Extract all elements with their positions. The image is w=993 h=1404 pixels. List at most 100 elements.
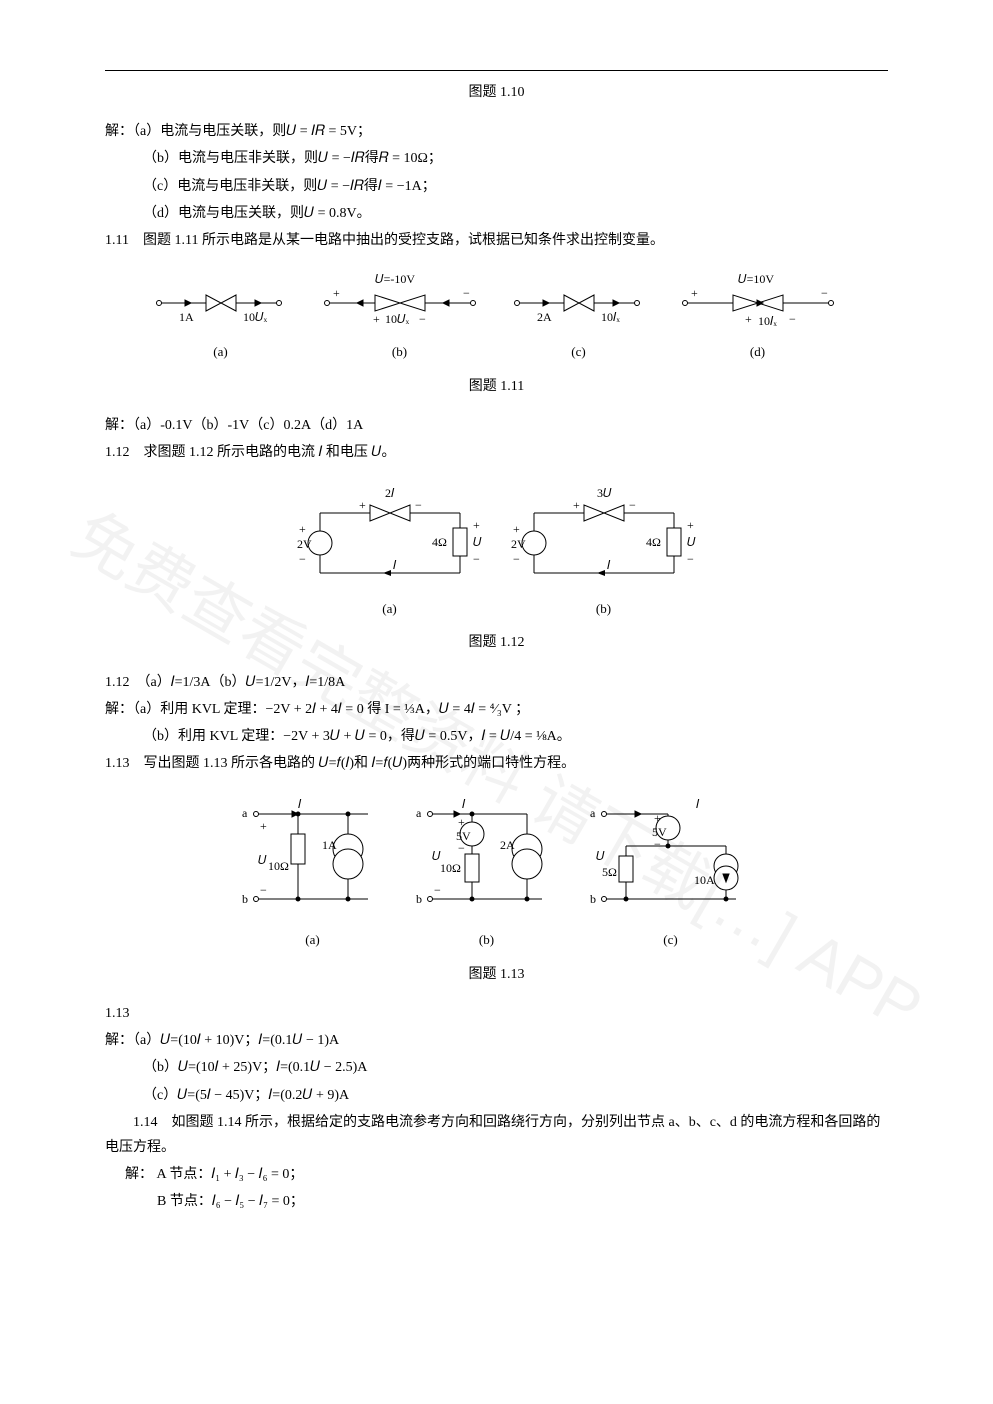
svg-text:+: +: [458, 815, 465, 829]
fig111-b-label: (b): [392, 340, 407, 363]
svg-text:−: −: [654, 837, 661, 851]
fig113-c: a 𝐼 + 5V − 5Ω 𝑈 10A b (c): [586, 794, 756, 951]
fig110-caption: 图题 1.10: [105, 80, 888, 105]
fig112-a-i: 𝐼: [393, 558, 397, 572]
fig113-a: a 𝐼 + 10Ω 𝑈 1A − b (a): [238, 794, 388, 951]
fig113-c-r: 5Ω: [602, 865, 617, 879]
svg-text:+: +: [691, 286, 698, 300]
fig112-a-v: 2V: [297, 537, 312, 551]
fig113-c-U: 𝑈: [596, 849, 605, 863]
svg-text:−: −: [260, 883, 267, 897]
fig113-b: a 𝐼 + 5V − 10Ω 𝑈 2A − b (b): [412, 794, 562, 951]
q-111: 1.11 图题 1.11 所示电路是从某一电路中抽出的受控支路，试根据已知条件求…: [105, 228, 888, 253]
q-112: 1.12 求图题 1.12 所示电路的电流 𝐼 和电压 𝑈。: [105, 440, 888, 465]
svg-text:−: −: [789, 312, 796, 326]
fig111-d-label: (d): [750, 340, 765, 363]
fig112-b-r: 4Ω: [646, 535, 661, 549]
fig113-a-I: 𝐼: [298, 797, 302, 811]
figure-113: a 𝐼 + 10Ω 𝑈 1A − b (a): [105, 794, 888, 951]
svg-text:−: −: [821, 286, 828, 300]
fig111-d-top: 𝑈=10V: [738, 272, 774, 286]
fig111-c-current: 2A: [537, 310, 552, 324]
fig111-d: 𝑈=10V + − + 10𝐼ₓ − (d): [673, 271, 843, 363]
fig113-a-label: (a): [305, 928, 319, 951]
fig111-caption: 图题 1.11: [105, 374, 888, 399]
svg-text:+: +: [333, 286, 340, 300]
svg-text:−: −: [458, 841, 465, 855]
svg-text:−: −: [415, 498, 422, 512]
sol-112-a: 解：（a）利用 KVL 定理：−2V + 2𝐼 + 4𝐼 = 0 得 I = ⅓…: [105, 697, 888, 722]
svg-text:+: +: [513, 522, 520, 536]
q-114: 1.14 如图题 1.14 所示，根据给定的支路电流参考方向和回路绕行方向，分别…: [105, 1110, 888, 1160]
fig112-caption: 图题 1.12: [105, 630, 888, 655]
fig113-b-r: 10Ω: [440, 861, 461, 875]
sol-110-b: （b）电流与电压非关联，则𝑈 = −𝐼𝑅得𝑅 = 10Ω；: [105, 146, 888, 171]
fig112-b-top: 3𝑈: [597, 486, 612, 500]
fig113-c-terma: a: [590, 806, 596, 820]
fig112-b: 3𝑈 + − + 2V − 4Ω + 𝑈 − 𝐼 (b): [509, 483, 699, 620]
svg-text:−: −: [473, 552, 480, 566]
q-113: 1.13 写出图题 1.13 所示各电路的 𝑈=𝑓(𝐼)和 𝐼=𝑓(𝑈)两种形式…: [105, 751, 888, 776]
svg-text:−: −: [687, 552, 694, 566]
fig111-a-current: 1A: [179, 310, 194, 324]
fig113-c-label: (c): [663, 928, 677, 951]
svg-text:−: −: [434, 883, 441, 897]
fig113-a-termb: b: [242, 892, 248, 906]
fig113-b-isrc: 2A: [500, 838, 515, 852]
fig113-b-I: 𝐼: [462, 797, 466, 811]
fig111-a-source: 10𝑈ₓ: [243, 310, 268, 324]
sol-114-a: 解： A 节点：𝐼₁ + 𝐼₃ − 𝐼₆ = 0；: [105, 1162, 888, 1187]
svg-text:+: +: [299, 522, 306, 536]
svg-text:+: +: [260, 819, 267, 833]
sol-110-c: （c）电流与电压非关联，则𝑈 = −𝐼𝑅得𝐼 = −1A；: [105, 174, 888, 199]
fig113-b-U: 𝑈: [432, 849, 441, 863]
fig113-c-termb: b: [590, 892, 596, 906]
svg-text:+: +: [473, 518, 480, 532]
sol-113-num: 1.13: [105, 1001, 888, 1026]
svg-text:+: +: [654, 811, 661, 825]
sol-112-head: 1.12 （a）𝐼=1/3A（b）𝑈=1/2V，𝐼=1/8A: [105, 670, 888, 695]
fig112-a: 2𝐼 + − + 2V − 4Ω + 𝑈 − 𝐼 (a): [295, 483, 485, 620]
fig113-b-terma: a: [416, 806, 422, 820]
fig113-c-I: 𝐼: [696, 797, 700, 811]
svg-text:−: −: [299, 552, 306, 566]
fig112-b-label: (b): [596, 597, 611, 620]
fig113-b-label: (b): [479, 928, 494, 951]
fig113-caption: 图题 1.13: [105, 962, 888, 987]
fig111-c-label: (c): [571, 340, 585, 363]
fig113-c-isrc: 10A: [694, 873, 715, 887]
svg-text:+: +: [573, 498, 580, 512]
sol-113-c: （c）𝑈=(5𝐼 − 45)V；𝐼=(0.2𝑈 + 9)A: [105, 1083, 888, 1108]
fig113-a-U: 𝑈: [258, 853, 267, 867]
fig112-a-top: 2𝐼: [385, 486, 395, 500]
fig111-b: 𝑈=-10V + − + 10𝑈ₓ − (b): [315, 271, 485, 363]
fig112-b-v: 2V: [511, 537, 526, 551]
sol-110-d: （d）电流与电压关联，则𝑈 = 0.8V。: [105, 201, 888, 226]
sol-113-b: （b）𝑈=(10𝐼 + 25)V；𝐼=(0.1𝑈 − 2.5)A: [105, 1055, 888, 1080]
svg-text:−: −: [419, 312, 426, 326]
fig112-b-u: 𝑈: [687, 535, 696, 549]
fig112-a-label: (a): [382, 597, 396, 620]
fig111-a: 1A 10𝑈ₓ (a): [151, 271, 291, 363]
fig111-c-source: 10𝐼ₓ: [601, 310, 620, 324]
figure-112: 2𝐼 + − + 2V − 4Ω + 𝑈 − 𝐼 (a): [105, 483, 888, 620]
sol-114-b: B 节点：𝐼₆ − 𝐼₅ − 𝐼₇ = 0；: [105, 1189, 888, 1214]
fig111-b-source: 10𝑈ₓ: [385, 312, 410, 326]
svg-text:−: −: [463, 286, 470, 300]
fig113-a-r: 10Ω: [268, 859, 289, 873]
svg-text:+: +: [687, 518, 694, 532]
figure-111: 1A 10𝑈ₓ (a) 𝑈=-10V + −: [105, 271, 888, 363]
fig113-b-termb: b: [416, 892, 422, 906]
svg-text:−: −: [513, 552, 520, 566]
svg-text:+: +: [373, 312, 380, 326]
sol-110-a: 解：（a）电流与电压关联，则𝑈 = 𝐼𝑅 = 5V；: [105, 119, 888, 144]
fig111-c: 2A 10𝐼ₓ (c): [509, 271, 649, 363]
sol-113-a: 解：（a）𝑈=(10𝐼 + 10)V；𝐼=(0.1𝑈 − 1)A: [105, 1028, 888, 1053]
fig112-b-i: 𝐼: [607, 558, 611, 572]
svg-text:−: −: [629, 498, 636, 512]
fig111-a-label: (a): [213, 340, 227, 363]
sol-111: 解：（a）-0.1V（b）-1V（c）0.2A（d）1A: [105, 413, 888, 438]
svg-text:+: +: [745, 312, 752, 326]
fig111-b-top: 𝑈=-10V: [375, 272, 415, 286]
sol-112-b: （b）利用 KVL 定理：−2V + 3𝑈 + 𝑈 = 0，得𝑈 = 0.5V，…: [105, 724, 888, 749]
